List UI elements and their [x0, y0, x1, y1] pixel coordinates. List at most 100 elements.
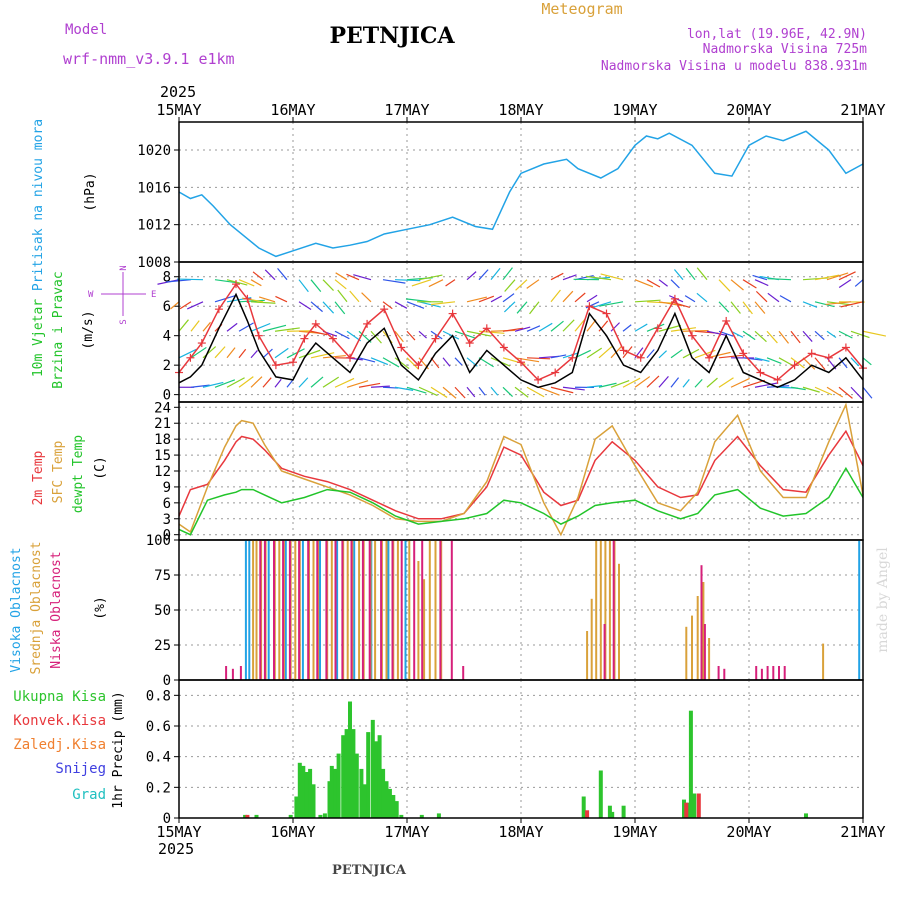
y-tick-label: 18	[154, 432, 171, 448]
wind-vector	[250, 322, 271, 332]
wind-vector	[754, 330, 767, 343]
wind-vector	[262, 377, 272, 388]
wind-vector	[562, 290, 574, 303]
wind-vector	[838, 271, 856, 281]
panel-frame	[178, 121, 864, 263]
y-tick-label: 75	[154, 568, 171, 584]
wind-vector	[226, 347, 236, 359]
wind-vector	[586, 347, 603, 359]
bar-total_precip	[304, 772, 309, 818]
bar-total_precip	[362, 784, 367, 818]
wind-vector	[706, 330, 727, 336]
bar-conv_precip	[684, 802, 689, 818]
wind-vector	[742, 330, 756, 341]
compass-s-label: S	[119, 319, 129, 324]
wind-vector	[779, 295, 792, 303]
wind-vector	[466, 296, 488, 303]
wind-unit-label: (m/s)	[81, 310, 96, 349]
compass-n-label: N	[119, 265, 129, 270]
wind-vector	[802, 386, 820, 393]
wind-vector	[346, 273, 360, 281]
bar-cloud_low	[307, 540, 310, 680]
wind-vector	[838, 330, 853, 339]
wind-vector	[406, 301, 425, 309]
bar-cloud_high	[248, 540, 251, 680]
bar-total_precip	[394, 801, 399, 818]
bar-cloud_low	[439, 540, 442, 680]
wind-vector	[442, 330, 460, 340]
wind-vector	[767, 278, 792, 281]
bar-total_precip	[607, 805, 612, 818]
wind-vector	[286, 378, 294, 388]
wind-vector	[394, 301, 408, 309]
wind-vector	[514, 386, 529, 398]
wind-vector	[262, 324, 287, 332]
wind-vector	[754, 279, 769, 287]
wind-vector	[258, 296, 276, 303]
wind-vector	[503, 301, 516, 313]
legend-frozen-precip: Zaledj.Kisa	[13, 737, 106, 753]
bar-total_precip	[327, 781, 332, 818]
wind-vector	[252, 271, 264, 281]
bar-cloud_high	[301, 540, 304, 680]
wind-vector	[670, 279, 680, 289]
wind-vector	[670, 377, 680, 388]
wind-vector	[353, 274, 372, 281]
wind-vector	[322, 354, 346, 359]
bar-cloud_low	[462, 666, 465, 680]
wind-vector	[814, 274, 840, 281]
panel-frame	[178, 261, 864, 403]
temp-2m-side-label: 2m Temp	[31, 450, 46, 505]
wind-vector	[658, 324, 681, 332]
cloud-unit-label: (%)	[93, 596, 108, 619]
bar-conv_precip	[585, 810, 590, 818]
bar-cloud_low	[282, 540, 285, 680]
y-tick-label: 25	[154, 638, 171, 654]
wind-vector	[238, 279, 255, 287]
wind-vector	[406, 330, 416, 341]
bar-total_precip	[336, 753, 341, 818]
wind-vector	[742, 379, 766, 388]
bar-conv_precip	[245, 814, 250, 818]
bar-cloud_high	[284, 540, 287, 680]
wind-vector	[226, 377, 245, 388]
wind-vector	[850, 357, 860, 367]
bar-cloud_mid	[428, 540, 431, 680]
wind-vector	[430, 301, 456, 306]
bar-cloud_low	[288, 540, 291, 680]
wind-vector	[754, 357, 770, 362]
precip-unit-label: 1hr Precip (mm)	[111, 691, 126, 808]
wind-vector	[346, 330, 362, 342]
wind-vector	[718, 377, 734, 388]
wind-vector	[264, 269, 276, 281]
bar-total_precip	[688, 710, 693, 818]
wind-vector	[646, 375, 660, 388]
wind-vector	[550, 272, 564, 281]
wind-vector	[430, 330, 443, 340]
wind-vector	[334, 279, 347, 290]
y-tick-label: 0.4	[146, 750, 171, 766]
bar-total_precip	[344, 729, 349, 818]
wind-vector	[466, 330, 492, 337]
bar-total_precip	[318, 814, 323, 818]
wind-vector	[418, 330, 427, 339]
wind-vector	[478, 386, 486, 396]
wind-vector	[382, 279, 406, 284]
bar-total_precip	[351, 729, 356, 818]
wind-vector	[585, 275, 612, 281]
y-tick-label: 6	[163, 299, 171, 315]
wind-vector	[322, 376, 340, 388]
wind-vector	[214, 379, 236, 388]
bar-cloud_mid	[278, 540, 281, 680]
wind-vector	[850, 386, 863, 400]
wind-vector	[814, 301, 835, 308]
x-tick-top-0: 15MAY	[156, 101, 201, 119]
wind-vector	[442, 357, 451, 367]
bar-cloud_low	[413, 540, 416, 680]
x-tick-top-4: 19MAY	[612, 101, 657, 119]
y-tick-label: 0.2	[146, 780, 171, 796]
y-tick-label: 9	[163, 480, 171, 496]
wind-vector	[361, 292, 372, 303]
